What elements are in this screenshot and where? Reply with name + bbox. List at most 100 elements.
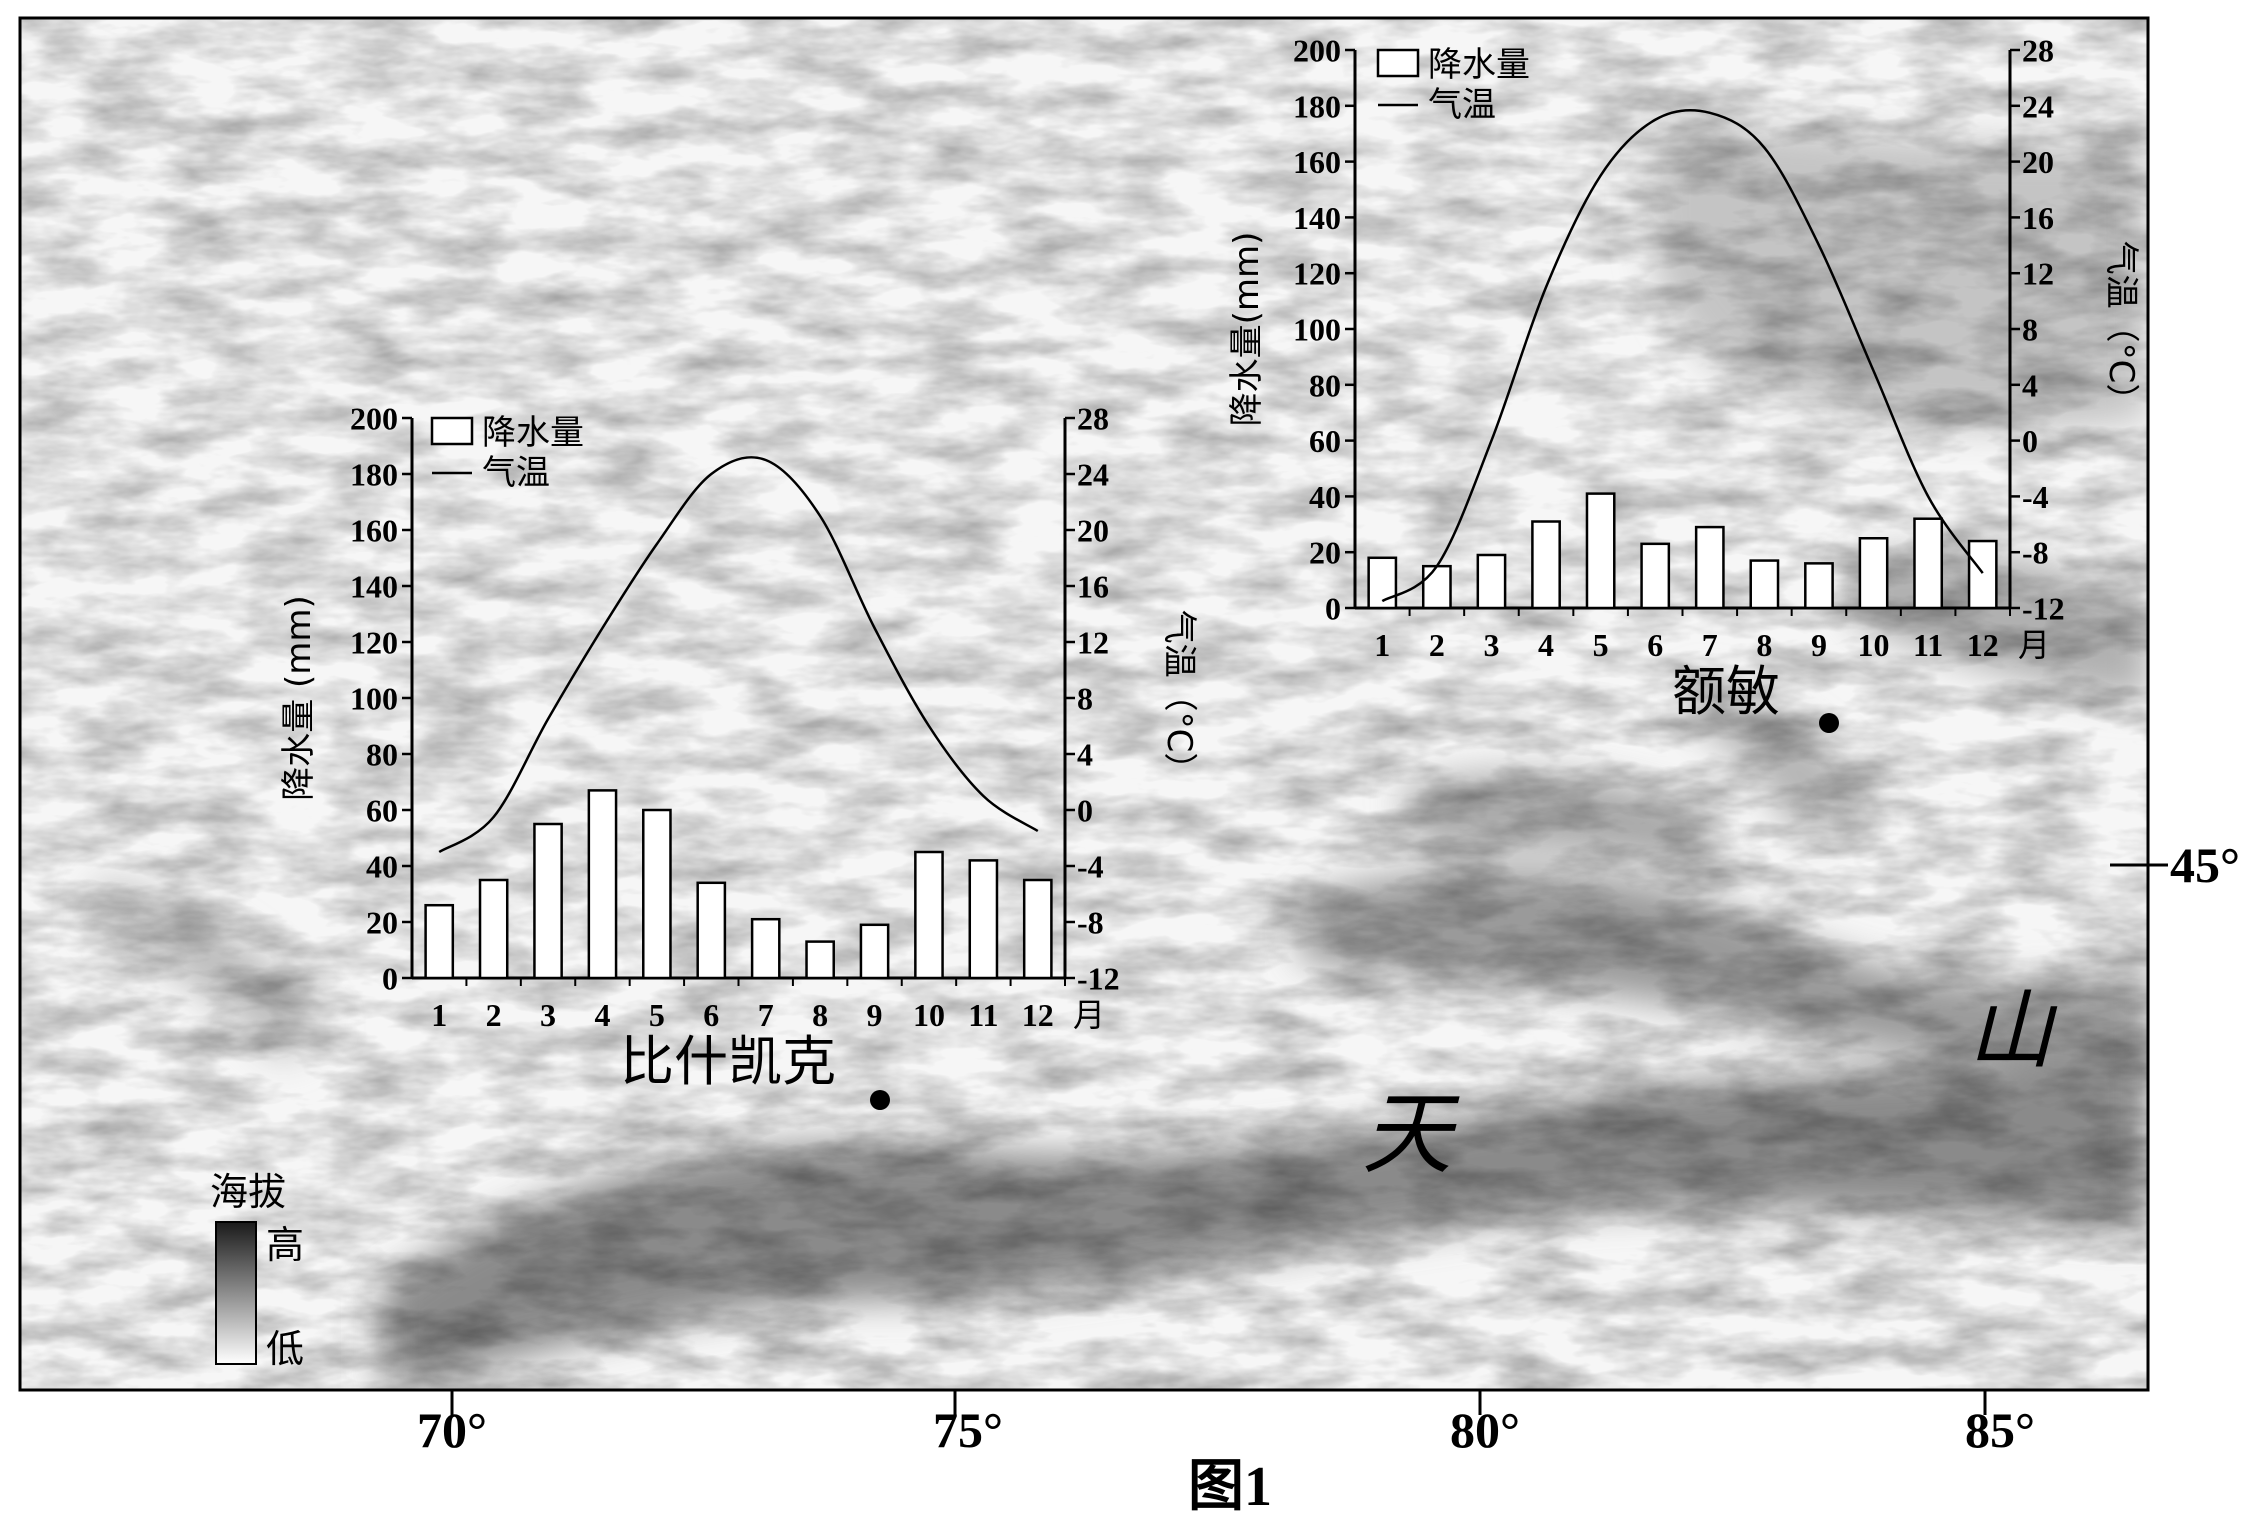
- y2-tick-label: -8: [2022, 535, 2049, 571]
- x-unit-label: 月: [2018, 626, 2050, 664]
- y2-tick-label: 24: [2022, 88, 2054, 124]
- x-tick-label: 8: [812, 997, 828, 1033]
- x-tick-label: 11: [968, 997, 998, 1033]
- station-name-emin: 额敏: [1672, 660, 1780, 723]
- longitude-label-70: 70°: [417, 1402, 487, 1458]
- precip-bar: [914, 850, 944, 980]
- x-tick-label: 9: [867, 997, 883, 1033]
- x-tick-label: 1: [431, 997, 447, 1033]
- y-tick-label: 180: [350, 457, 398, 493]
- y2-tick-label: 12: [2022, 256, 2054, 292]
- x-tick-label: 3: [1483, 627, 1499, 663]
- station-marker-bishkek: [870, 1090, 890, 1110]
- y-tick-label: 0: [1325, 591, 1341, 627]
- longitude-label-80: 80°: [1450, 1402, 1520, 1458]
- x-tick-label: 12: [1022, 997, 1054, 1033]
- precip-bar: [1804, 562, 1834, 610]
- precip-bar: [1585, 492, 1616, 610]
- temperature-line: [438, 456, 1039, 854]
- y-tick-label: 200: [350, 401, 398, 437]
- y-tick-label: 120: [1293, 256, 1341, 292]
- x-unit-label: 月: [1073, 996, 1105, 1034]
- y2-tick-label: 24: [1077, 457, 1109, 493]
- y-tick-label: 140: [1293, 200, 1341, 236]
- climate-chart-emin: 020406080100120140160180200-12-8-4048121…: [1227, 33, 2141, 664]
- x-tick-label: 5: [649, 997, 665, 1033]
- y2-tick-label: 16: [1077, 569, 1109, 605]
- latitude-label-45: 45°: [2170, 837, 2240, 893]
- legend-line-label: 气温: [1428, 85, 1496, 125]
- y2-tick-label: -4: [1077, 849, 1104, 885]
- legend-bar-swatch: [1376, 48, 1420, 78]
- y-tick-label: 160: [350, 513, 398, 549]
- y2-tick-label: 8: [1077, 681, 1093, 717]
- y2-tick-label: 20: [1077, 513, 1109, 549]
- x-tick-label: 3: [540, 997, 556, 1033]
- y-tick-label: 80: [366, 737, 398, 773]
- y-tick-label: 80: [1309, 367, 1341, 403]
- x-tick-label: 5: [1593, 627, 1609, 663]
- y2-tick-label: 8: [2022, 312, 2038, 348]
- y-tick-label: 100: [350, 681, 398, 717]
- x-tick-label: 8: [1756, 627, 1772, 663]
- precip-bar: [1421, 564, 1452, 610]
- precip-bar: [750, 917, 781, 980]
- mountain-label-shan: 山: [1968, 982, 2058, 1081]
- y-tick-label: 40: [366, 849, 398, 885]
- x-tick-label: 10: [1858, 627, 1890, 663]
- y2-tick-label: -4: [2022, 479, 2049, 515]
- y2-tick-label: 0: [2022, 423, 2038, 459]
- y2-tick-label: -8: [1077, 905, 1104, 941]
- x-tick-label: 4: [594, 997, 610, 1033]
- precip-bar: [968, 859, 999, 980]
- precip-bar: [1476, 553, 1507, 610]
- legend-line-label: 气温: [482, 453, 550, 493]
- figure-caption: 图1: [1188, 1456, 1272, 1518]
- legend-title: 海拔: [210, 1170, 286, 1214]
- precip-bar: [642, 808, 672, 980]
- y2-tick-label: 0: [1077, 793, 1093, 829]
- legend-low-label: 低: [266, 1327, 304, 1371]
- longitude-axis: 70° 75° 80° 85°: [417, 1390, 2035, 1458]
- x-tick-label: 10: [913, 997, 945, 1033]
- precip-bar: [1967, 539, 1998, 610]
- mountain-label-tian: 天: [1362, 1082, 1460, 1187]
- y2-tick-label: 16: [2022, 200, 2054, 236]
- precip-bar: [696, 881, 727, 980]
- precip-bar: [1858, 537, 1889, 610]
- precip-bar: [587, 789, 618, 980]
- precip-bar: [1913, 517, 1944, 610]
- precip-bar: [478, 878, 509, 980]
- x-tick-label: 7: [758, 997, 774, 1033]
- y2-axis-title: 气温（°C）: [2101, 241, 2141, 418]
- y-tick-label: 200: [1293, 33, 1341, 69]
- y-axis-title: 降水量 (mm): [279, 595, 319, 801]
- x-tick-label: 12: [1967, 627, 1999, 663]
- x-tick-label: 6: [1647, 627, 1663, 663]
- y2-tick-label: -12: [1077, 961, 1120, 997]
- legend-bar-label: 降水量: [1428, 45, 1530, 85]
- y2-tick-label: 28: [2022, 33, 2054, 69]
- y2-tick-label: 12: [1077, 625, 1109, 661]
- climate-chart-bishkek: 020406080100120140160180200-12-8-4048121…: [279, 401, 1199, 1034]
- y-tick-label: 60: [1309, 423, 1341, 459]
- x-tick-label: 2: [486, 997, 502, 1033]
- station-marker-emin: [1819, 713, 1839, 733]
- legend-bar-label: 降水量: [482, 413, 584, 453]
- precip-bar: [1640, 542, 1671, 610]
- y-tick-label: 60: [366, 793, 398, 829]
- y-tick-label: 180: [1293, 88, 1341, 124]
- longitude-label-85: 85°: [1965, 1402, 2035, 1458]
- y-tick-label: 120: [350, 625, 398, 661]
- precip-bar: [424, 903, 455, 980]
- x-tick-label: 4: [1538, 627, 1554, 663]
- y-tick-label: 100: [1293, 312, 1341, 348]
- precip-bar: [1531, 520, 1561, 610]
- precip-bar: [859, 923, 890, 980]
- latitude-axis: 45°: [2110, 837, 2240, 893]
- y2-tick-label: 4: [2022, 367, 2038, 403]
- precip-bar: [1022, 878, 1053, 980]
- temperature-line: [1381, 108, 1984, 603]
- x-tick-label: 1: [1374, 627, 1390, 663]
